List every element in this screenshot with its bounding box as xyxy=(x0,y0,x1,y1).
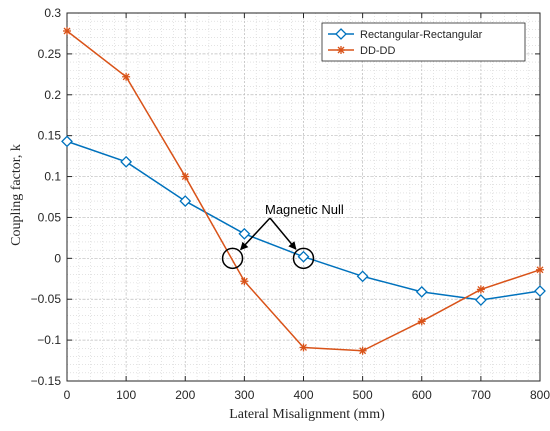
y-tick-label: −0.05 xyxy=(31,292,62,306)
data-point-rectangular-rectangular xyxy=(356,270,369,283)
data-point-dd-dd xyxy=(536,265,544,274)
y-tick-label: −0.15 xyxy=(31,374,62,388)
y-tick-label: 0.05 xyxy=(38,210,62,224)
data-point-dd-dd xyxy=(358,346,367,355)
data-point-dd-dd xyxy=(240,277,249,286)
null-arrow xyxy=(240,217,271,251)
magnetic-null-annotation: Magnetic Null xyxy=(265,202,344,217)
data-point-rectangular-rectangular xyxy=(238,227,251,240)
y-axis-ticks: −0.15 −0.1 −0.05 0 0.05 0.1 0.15 0.2 0.25 0.3 xyxy=(31,6,540,388)
x-tick-label: 700 xyxy=(471,388,491,402)
series-layer xyxy=(61,26,546,355)
data-point-rectangular-rectangular xyxy=(534,285,546,297)
data-point-rectangular-rectangular xyxy=(415,285,428,298)
annotation-layer: Magnetic Null xyxy=(221,202,344,270)
y-tick-label: −0.1 xyxy=(37,333,61,347)
data-point-dd-dd xyxy=(181,172,190,181)
data-point-dd-dd xyxy=(299,343,308,352)
legend-marker-dd-dd xyxy=(337,46,345,54)
minor-grid xyxy=(66,12,541,382)
data-point-rectangular-rectangular xyxy=(297,250,310,263)
x-tick-label: 100 xyxy=(116,388,136,402)
legend: Rectangular-Rectangular DD-DD xyxy=(321,22,526,62)
data-point-dd-dd xyxy=(63,26,71,35)
null-circle xyxy=(292,247,315,270)
x-tick-label: 800 xyxy=(530,388,550,402)
y-tick-label: 0.3 xyxy=(44,6,61,20)
null-circle xyxy=(221,247,244,270)
data-point-dd-dd xyxy=(417,317,426,326)
legend-label-dd-dd: DD-DD xyxy=(360,45,395,57)
null-arrow xyxy=(269,217,297,250)
x-axis-title: Lateral Misalignment (mm) xyxy=(229,407,385,422)
y-tick-label: 0 xyxy=(54,251,61,265)
x-tick-label: 600 xyxy=(412,388,432,402)
data-point-rectangular-rectangular xyxy=(120,155,133,168)
y-tick-label: 0.15 xyxy=(38,129,62,143)
legend-box xyxy=(321,22,526,62)
data-point-rectangular-rectangular xyxy=(61,135,73,148)
x-tick-label: 300 xyxy=(234,388,254,402)
data-point-dd-dd xyxy=(122,72,131,81)
data-point-rectangular-rectangular xyxy=(179,195,192,208)
y-axis-title: Coupling factor, k xyxy=(9,144,24,246)
y-tick-label: 0.25 xyxy=(38,47,62,61)
y-tick-label: 0.2 xyxy=(44,88,61,102)
legend-marker-rectangular-rectangular xyxy=(335,28,347,40)
legend-label-rectangular-rectangular: Rectangular-Rectangular xyxy=(360,29,483,41)
x-tick-label: 500 xyxy=(353,388,373,402)
x-tick-label: 0 xyxy=(64,388,71,402)
y-tick-label: 0.1 xyxy=(44,170,61,184)
data-point-dd-dd xyxy=(476,285,485,294)
x-axis-ticks: 0 100 200 300 400 500 600 700 800 xyxy=(64,13,550,402)
data-point-rectangular-rectangular xyxy=(474,294,487,306)
x-tick-label: 400 xyxy=(293,388,313,402)
x-tick-label: 200 xyxy=(175,388,195,402)
